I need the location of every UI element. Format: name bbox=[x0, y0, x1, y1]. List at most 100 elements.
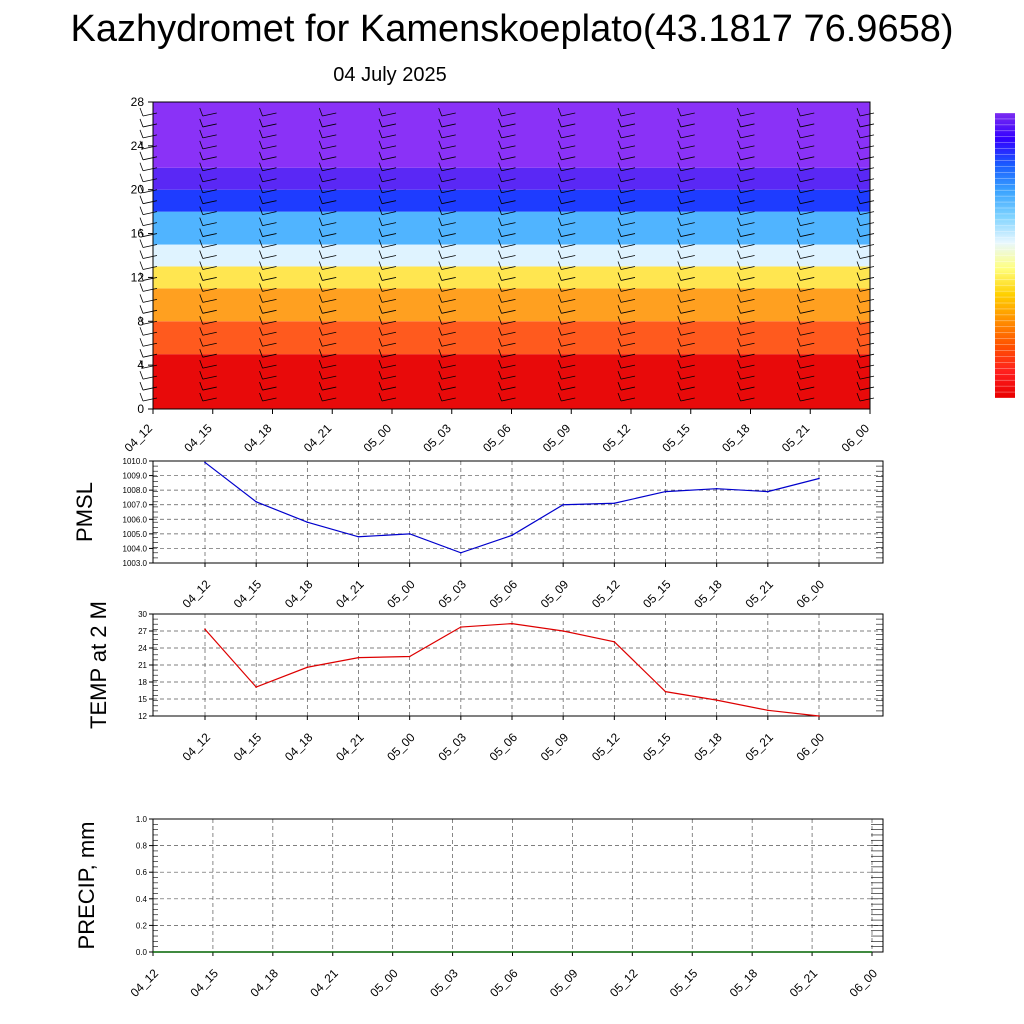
wind-barb bbox=[262, 156, 277, 161]
wind-barb bbox=[800, 266, 815, 270]
wind-barb bbox=[142, 277, 158, 281]
wind-barb-flag bbox=[737, 305, 741, 314]
precip-y-tick-label: 1.0 bbox=[136, 815, 148, 824]
wind-barb-flag bbox=[318, 206, 323, 215]
wind-barb-flag bbox=[498, 370, 502, 380]
wind-barb-flag bbox=[737, 272, 741, 281]
wind-barb-flag bbox=[677, 381, 682, 391]
precip-y-tick-label: 0.0 bbox=[136, 948, 148, 957]
precip-x-tick-label: 04_18 bbox=[247, 966, 281, 1000]
wind-barb-flag bbox=[677, 162, 682, 171]
wind-barb-flag bbox=[139, 261, 144, 270]
wind-barb bbox=[800, 342, 815, 347]
wind-barb-flag bbox=[677, 184, 682, 193]
temp-x-tick-label: 05_09 bbox=[538, 730, 572, 764]
wind-barb-flag bbox=[378, 360, 383, 369]
wind-barb-flag bbox=[856, 261, 861, 270]
wind-barb bbox=[262, 200, 277, 205]
wind-barb bbox=[262, 211, 277, 216]
wind-barb bbox=[680, 331, 695, 336]
wind-barb bbox=[501, 342, 516, 347]
wind-barb bbox=[680, 123, 695, 128]
wind-barb bbox=[202, 134, 217, 139]
wind-barb bbox=[441, 189, 456, 194]
wind-barb-flag bbox=[617, 239, 622, 248]
wind-barb bbox=[680, 288, 695, 292]
wind-barb-flag bbox=[318, 118, 323, 128]
wind-barb-flag bbox=[139, 283, 144, 292]
wind-barb bbox=[680, 309, 695, 314]
wind-barb bbox=[262, 320, 277, 325]
wind-barb-flag bbox=[856, 239, 861, 248]
wind-barb bbox=[202, 200, 217, 205]
wind-barb-flag bbox=[557, 162, 562, 171]
wind-barb-flag bbox=[259, 250, 263, 259]
wind-barb-flag bbox=[378, 305, 383, 314]
wind-barb-flag bbox=[737, 381, 741, 391]
wind-barb bbox=[680, 342, 695, 347]
temp-x-tick-label: 06_00 bbox=[794, 730, 828, 764]
wind-barb bbox=[561, 244, 576, 248]
wind-barb bbox=[142, 255, 158, 259]
pmsl-y-tick-label: 1005.0 bbox=[123, 530, 148, 539]
wind-barb bbox=[262, 167, 277, 172]
wind-barb-flag bbox=[259, 327, 263, 336]
wind-barb-flag bbox=[199, 228, 204, 237]
wind-barb bbox=[202, 353, 217, 358]
wind-barb-flag bbox=[378, 250, 383, 259]
wind-barb-flag bbox=[617, 217, 622, 226]
wind-barb bbox=[441, 156, 456, 161]
wind-barb bbox=[501, 178, 516, 183]
wind-barb-flag bbox=[796, 228, 801, 237]
wind-barb bbox=[142, 244, 158, 248]
wind-barb bbox=[859, 244, 875, 248]
wind-barb-flag bbox=[318, 349, 323, 358]
wind-barb-flag bbox=[617, 294, 622, 303]
wind-barb-flag bbox=[378, 184, 383, 193]
wind-barb bbox=[740, 112, 755, 117]
wind-barb-flag bbox=[617, 118, 622, 128]
wind-barb-flag bbox=[796, 162, 801, 171]
wind-barb-flag bbox=[737, 228, 741, 237]
wind-barb-flag bbox=[617, 338, 622, 347]
temp-x-tick-label: 05_21 bbox=[742, 730, 776, 764]
wind-barb-flag bbox=[796, 184, 801, 193]
temp-x-tick-label: 04_21 bbox=[333, 730, 367, 764]
wind-barb-flag bbox=[796, 272, 801, 281]
wind-barb bbox=[740, 331, 755, 336]
wind-barb bbox=[620, 211, 636, 216]
wind-barb bbox=[501, 123, 516, 128]
temp-y-tick-label: 24 bbox=[138, 644, 147, 653]
wind-barb-flag bbox=[318, 294, 323, 303]
wind-barb bbox=[561, 397, 576, 402]
wind-barb-flag bbox=[378, 129, 383, 139]
wind-barb-flag bbox=[557, 129, 562, 139]
wind-barb-flag bbox=[617, 349, 622, 358]
wind-barb-flag bbox=[199, 129, 204, 139]
wind-barb bbox=[262, 309, 277, 314]
wind-barb-flag bbox=[498, 272, 502, 281]
wind-barb-flag bbox=[856, 360, 861, 369]
wind-barb bbox=[381, 331, 397, 336]
wind-barb bbox=[441, 386, 456, 391]
wind-barb-flag bbox=[617, 184, 622, 193]
precip-x-tick-label: 04_21 bbox=[307, 966, 341, 1000]
wind-barb bbox=[740, 309, 755, 314]
wind-barb-flag bbox=[438, 173, 443, 182]
wind-barb-flag bbox=[677, 338, 682, 347]
wind-barb bbox=[620, 189, 636, 194]
wind-barb-flag bbox=[557, 173, 562, 182]
wind-barb bbox=[381, 233, 397, 237]
pmsl-x-tick-label: 05_06 bbox=[487, 577, 521, 611]
wind-barb bbox=[142, 298, 158, 303]
precip-y-tick-label: 0.8 bbox=[136, 842, 148, 851]
wind-barb-flag bbox=[737, 349, 741, 358]
wind-barb-flag bbox=[677, 217, 682, 226]
wind-barb bbox=[202, 309, 217, 314]
wind-barb bbox=[740, 342, 755, 347]
wind-barb bbox=[202, 211, 217, 216]
pmsl-data-point bbox=[357, 535, 360, 538]
wind-barb bbox=[441, 112, 456, 117]
wind-barb-flag bbox=[498, 162, 502, 171]
wind-barb bbox=[859, 375, 875, 380]
